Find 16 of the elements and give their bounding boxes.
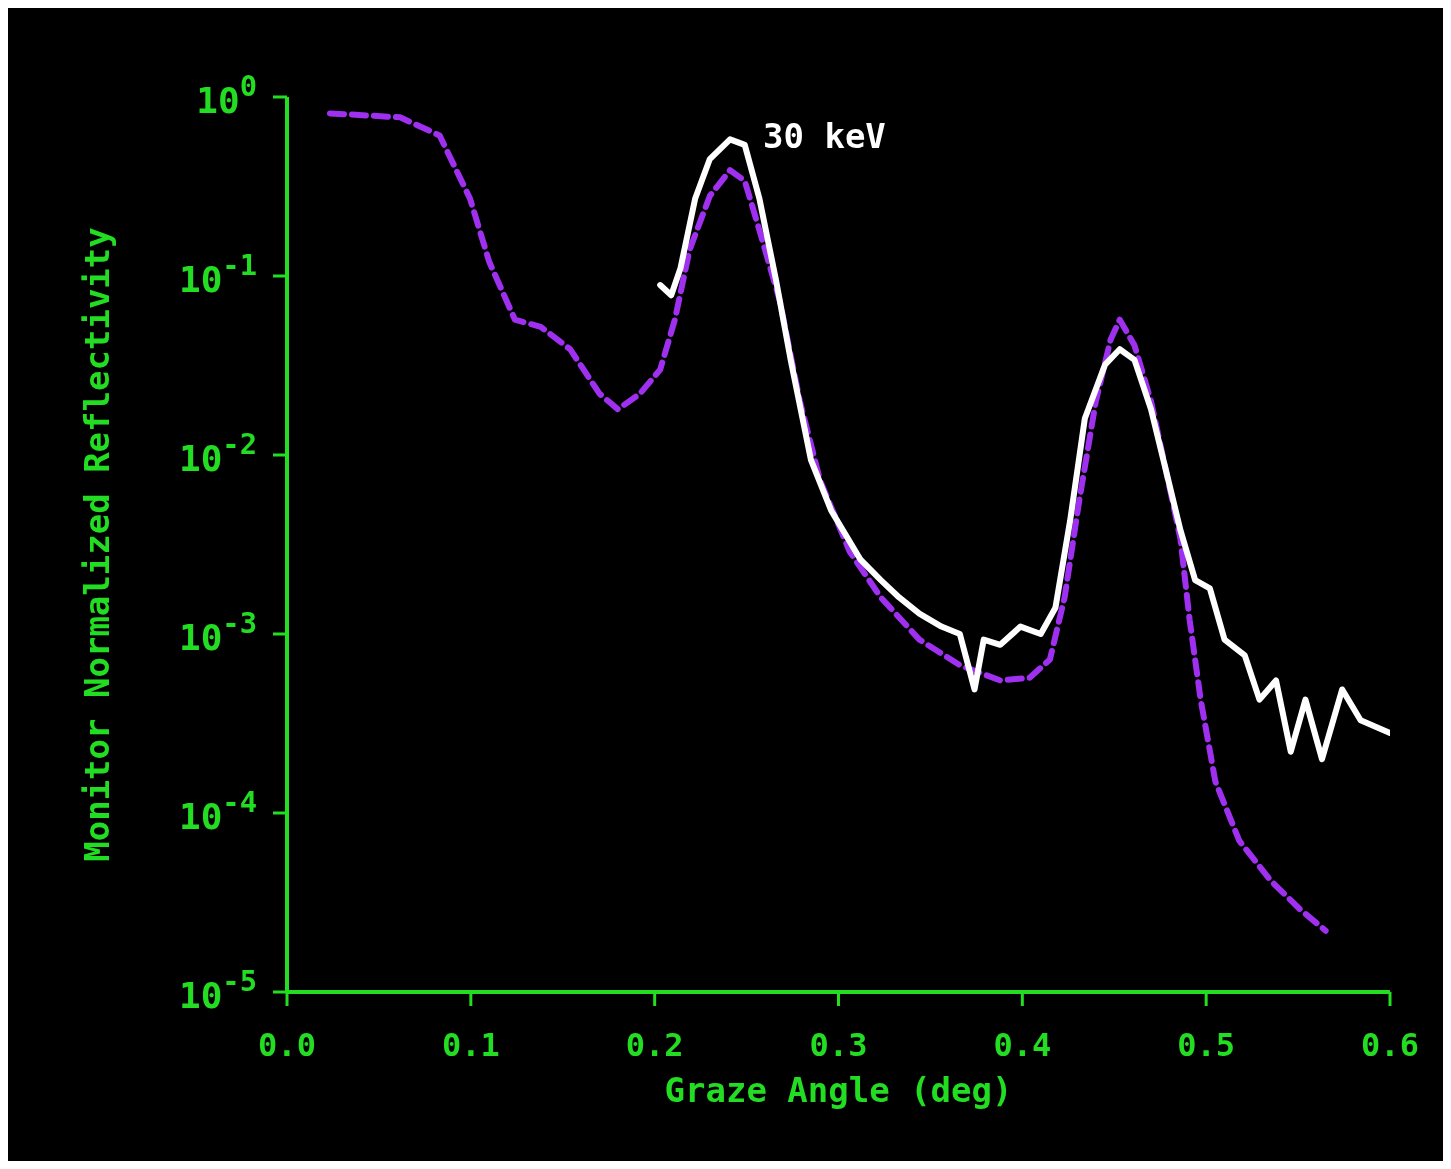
- x-tick-label: 0.2: [625, 1026, 684, 1064]
- y-tick-label: 10$^{-4}$: [178, 785, 257, 837]
- x-tick-label: 0.6: [1361, 1026, 1419, 1064]
- y-tick-label: 10$^{-3}$: [178, 606, 257, 658]
- x-tick-label: 0.3: [809, 1026, 868, 1064]
- x-tick-label: 0.4: [993, 1026, 1052, 1064]
- y-tick-label: 10$^{-2}$: [178, 427, 257, 479]
- y-tick-label: 10$^{0}$: [196, 69, 257, 121]
- y-tick-label: 10$^{-1}$: [178, 248, 257, 300]
- x-tick-label: 0.1: [441, 1026, 500, 1064]
- y-axis-title: Monitor Normalized Reflectivity: [77, 227, 118, 862]
- x-tick-label: 0.0: [258, 1026, 316, 1064]
- x-axis-title: Graze Angle (deg): [664, 1070, 1013, 1110]
- annotation: 30 keV: [763, 116, 886, 156]
- x-tick-label: 0.5: [1177, 1026, 1236, 1064]
- y-tick-label: 10$^{-5}$: [178, 964, 257, 1016]
